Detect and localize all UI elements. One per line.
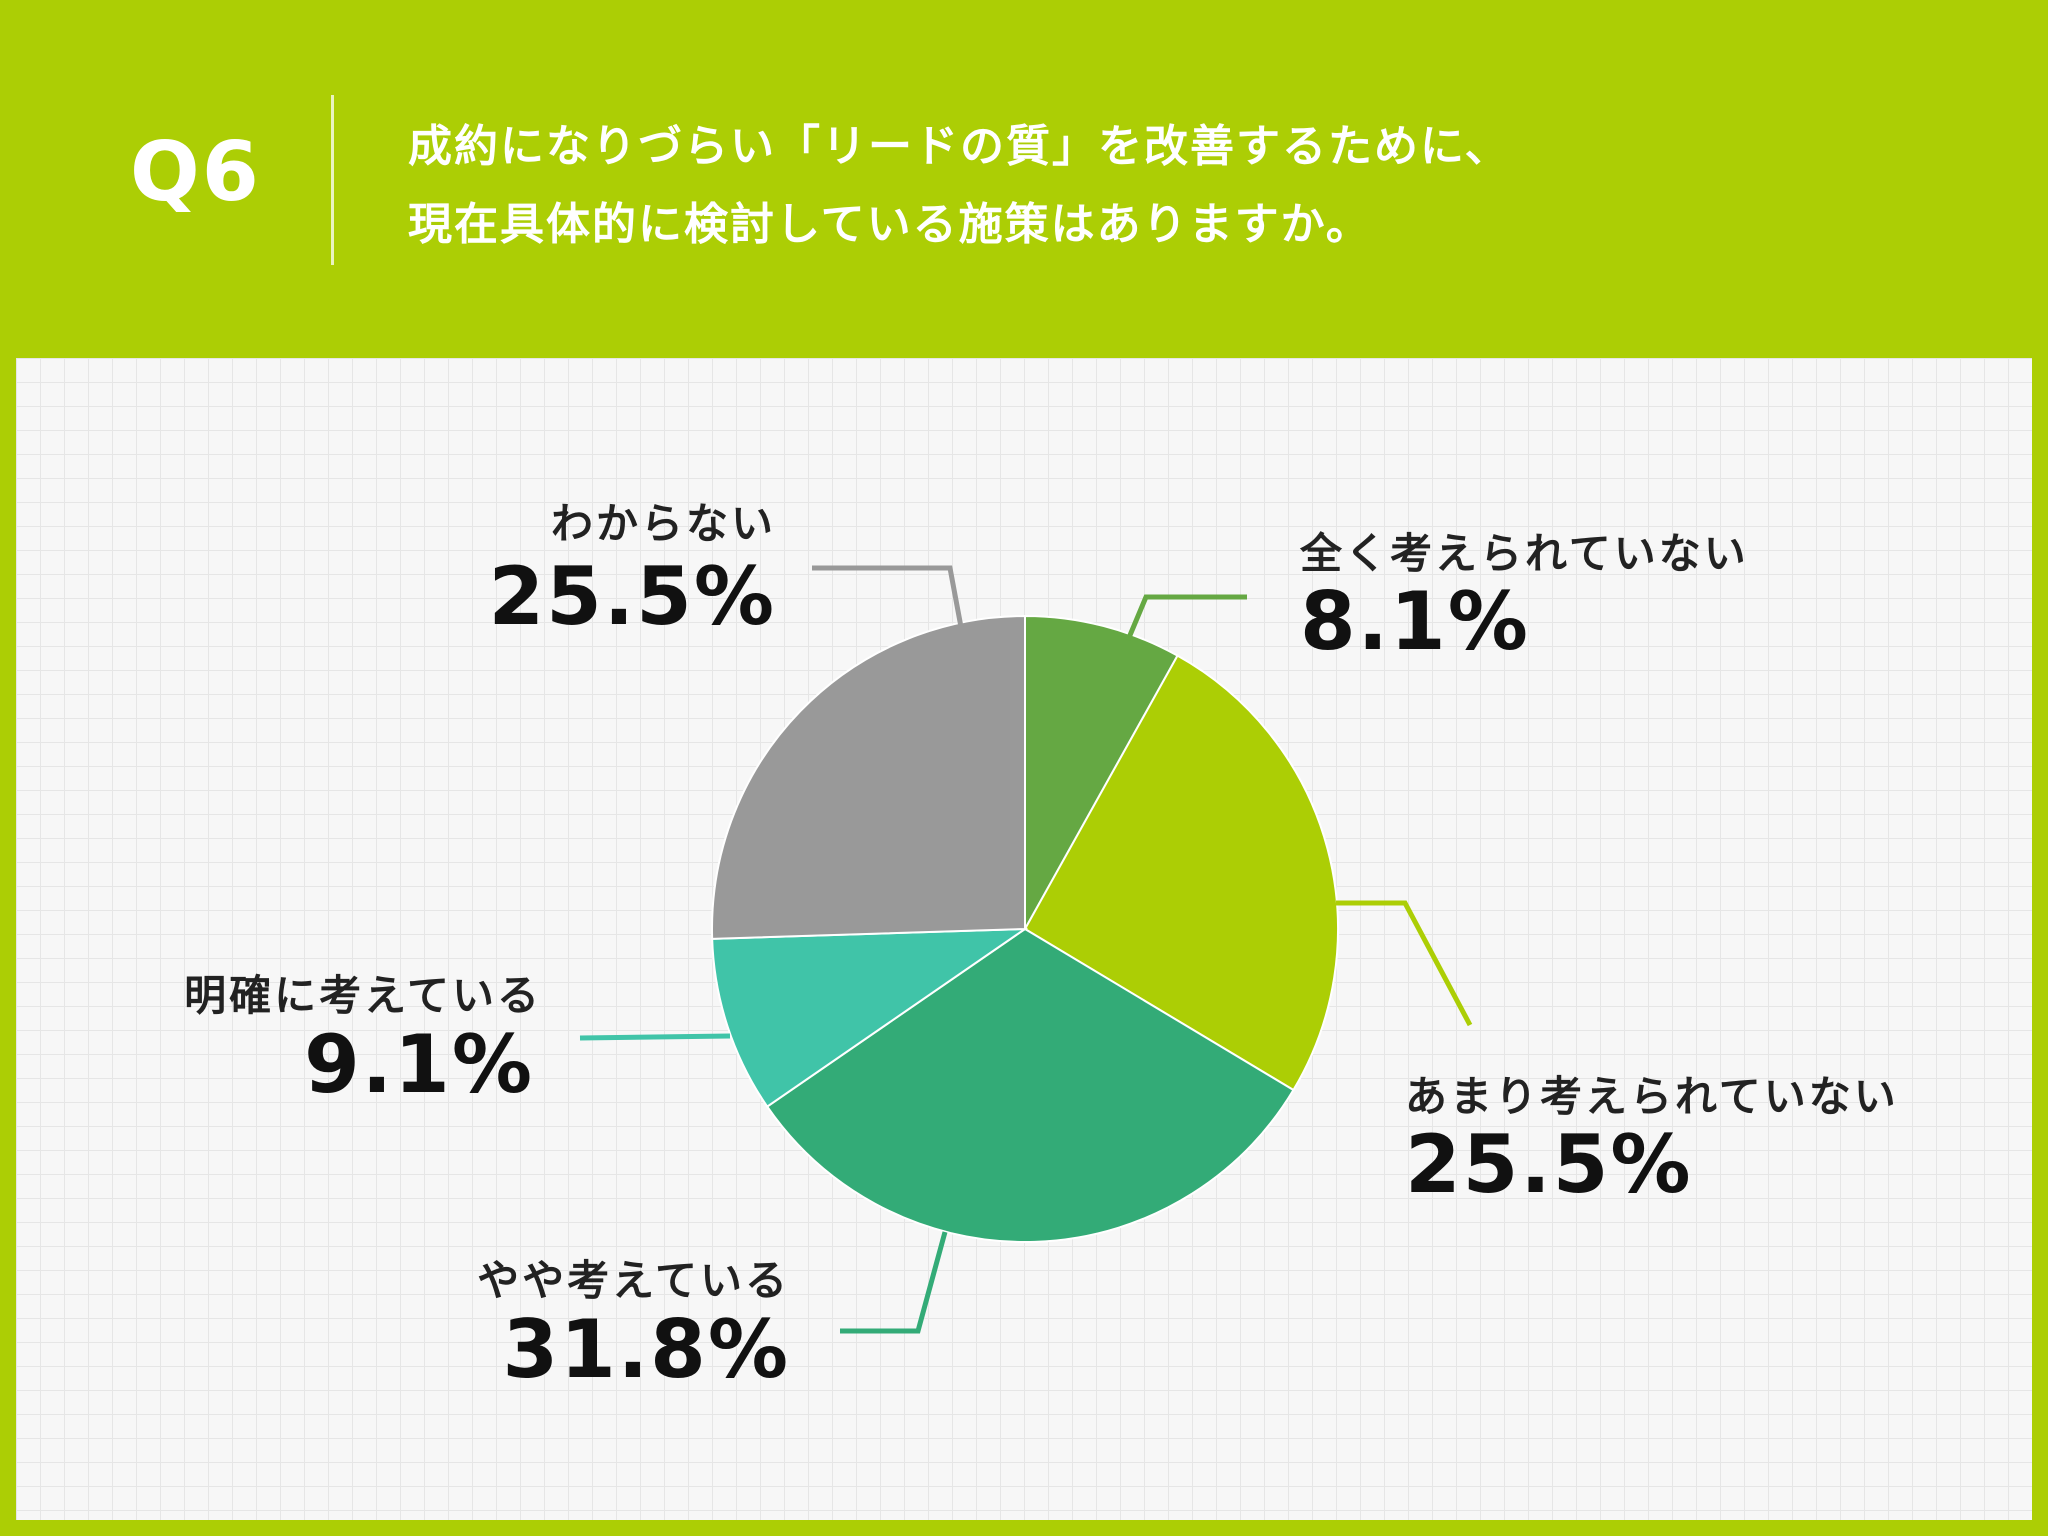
label-value-yaya: 31.8%	[502, 1303, 790, 1396]
question-text: 成約になりづらい「リードの質」を改善するために、 現在具体的に検討している施策は…	[408, 108, 1511, 264]
question-line-2: 現在具体的に検討している施策はありますか。	[408, 199, 1372, 250]
label-value-wakaranai: 25.5%	[488, 550, 776, 643]
label-name-wakaranai: わからない	[550, 499, 776, 548]
label-name-zenku: 全く考えられていない	[1300, 529, 1749, 578]
pie-slices	[711, 614, 1339, 1243]
question-line-1: 成約になりづらい「リードの質」を改善するために、	[408, 121, 1511, 172]
header-divider	[331, 95, 334, 265]
pie-slice-amari	[1023, 654, 1339, 1092]
leader-line-amari	[1336, 900, 1473, 1027]
leader-line-zenku	[1125, 594, 1247, 641]
label-name-yaya: やや考えている	[477, 1256, 790, 1305]
pie-slice-meikaku	[711, 927, 1029, 1108]
label-value-amari: 25.5%	[1405, 1118, 1693, 1211]
question-header: Q6 成約になりづらい「リードの質」を改善するために、 現在具体的に検討している…	[0, 0, 2048, 356]
label-name-amari: あまり考えられていない	[1405, 1072, 1899, 1121]
question-number: Q6	[130, 125, 261, 220]
leader-lines	[579, 565, 1473, 1334]
label-value-meikaku: 9.1%	[304, 1018, 534, 1111]
pie-slice-yaya	[765, 927, 1295, 1243]
leader-line-wakaranai	[812, 565, 964, 628]
pie-slice-zenku	[1024, 614, 1179, 933]
leader-line-meikaku	[579, 1033, 731, 1041]
leader-line-yaya	[840, 1231, 948, 1334]
pie-slice-wakaranai	[711, 614, 1026, 940]
label-name-meikaku: 明確に考えている	[184, 971, 542, 1020]
label-value-zenku: 8.1%	[1300, 575, 1530, 668]
